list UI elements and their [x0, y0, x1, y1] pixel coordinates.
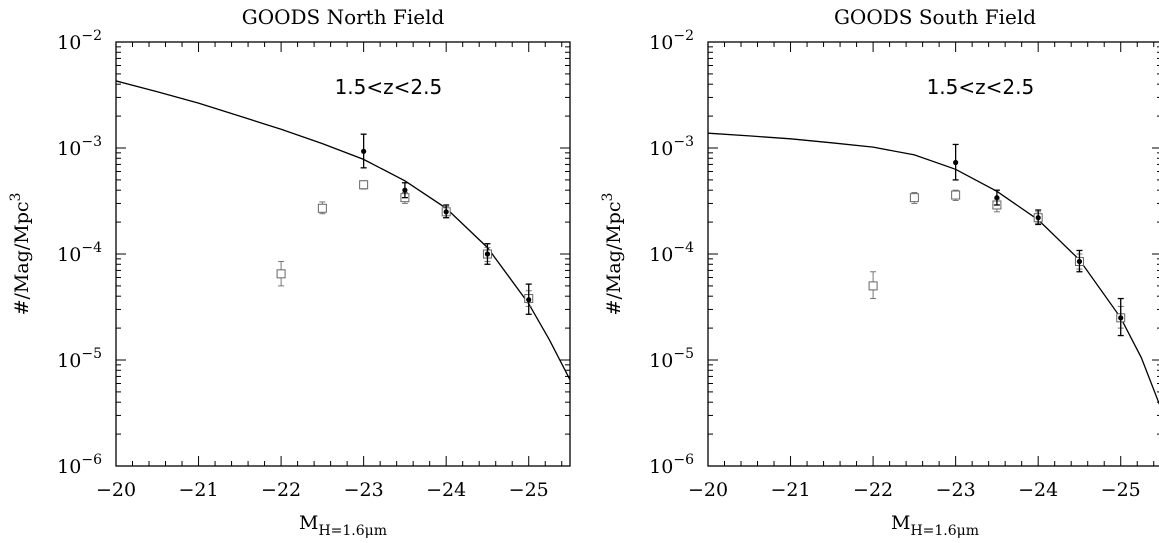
filled-circle-point	[994, 195, 1000, 201]
y-tick-base: 10	[649, 138, 673, 160]
y-tick-label: 10−5	[649, 346, 694, 372]
y-tick-base: 10	[57, 32, 81, 54]
x-tick-label: −23	[344, 479, 384, 501]
y-tick-exponent: −2	[673, 28, 694, 44]
y-axis-label: #/Mag/Mpc3	[600, 193, 625, 316]
y-tick-label: 10−3	[57, 134, 102, 160]
fit-curve	[708, 132, 1159, 406]
y-tick-exponent: −6	[81, 452, 102, 468]
data-layer	[708, 132, 1159, 406]
open-square-point	[909, 193, 919, 203]
filled-circle-point	[1035, 215, 1041, 221]
y-tick-base: 10	[649, 350, 673, 372]
chart-title: GOODS South Field	[834, 5, 1036, 29]
y-tick-label: 10−3	[649, 134, 694, 160]
x-tick-label: −21	[770, 479, 810, 501]
x-tick-label: −22	[261, 479, 301, 501]
x-tick-label: −21	[178, 479, 218, 501]
y-tick-label: 10−6	[57, 452, 102, 478]
y-axis-label-superscript: 3	[8, 193, 24, 202]
chart-panel-2: GOODS South Field−20 −21 −22 −23 −24 −2510−21…	[600, 5, 1159, 539]
x-tick-label: −24	[1018, 479, 1058, 501]
x-axis-label: MH=1.6μm	[891, 512, 979, 539]
chart-panel-1: GOODS North Field−20 −21 −22 −23 −24 −2510−21…	[8, 5, 571, 539]
y-tick-exponent: −5	[673, 346, 694, 362]
open-square-point	[317, 203, 327, 213]
x-axis-label-text: M	[299, 512, 318, 534]
x-tick-label: −25	[1101, 479, 1141, 501]
y-tick-exponent: −5	[81, 346, 102, 362]
y-tick-base: 10	[57, 456, 81, 478]
y-tick-label: 10−6	[649, 452, 694, 478]
y-tick-exponent: −4	[81, 240, 102, 256]
x-tick-label: −20	[688, 479, 728, 501]
y-tick-base: 10	[57, 350, 81, 372]
filled-circle-point	[953, 159, 959, 166]
y-tick-label: 10−4	[649, 240, 694, 266]
x-tick-label: −23	[936, 479, 976, 501]
y-axis-label-text: #/Mag/Mpc	[603, 201, 625, 315]
y-tick-label: 10−4	[57, 240, 102, 266]
y-tick-exponent: −3	[673, 134, 694, 150]
plot-frame	[707, 41, 1159, 467]
fit-curve	[116, 80, 570, 381]
filled-circle-point	[526, 297, 532, 303]
open-square-point	[868, 281, 878, 291]
filled-circle-point	[1076, 258, 1083, 265]
y-axis-label-text: #/Mag/Mpc	[11, 201, 33, 315]
y-tick-base: 10	[57, 138, 81, 160]
x-axis-label-subscript: H=1.6μm	[318, 523, 387, 539]
x-tick-label: −24	[426, 479, 466, 501]
x-tick-label: −22	[853, 479, 893, 501]
y-axis-label: #/Mag/Mpc3	[8, 193, 33, 316]
y-tick-exponent: −2	[81, 28, 102, 44]
y-tick-exponent: −4	[673, 240, 694, 256]
y-tick-exponent: −6	[673, 452, 694, 468]
x-tick-label: −25	[509, 479, 549, 501]
x-axis-label-subscript: H=1.6μm	[910, 523, 979, 539]
filled-circle-point	[443, 209, 449, 215]
x-tick-label: −20	[96, 479, 136, 501]
y-tick-base: 10	[649, 244, 673, 266]
open-square-point	[276, 269, 286, 279]
y-tick-base: 10	[649, 456, 673, 478]
y-tick-exponent: −3	[81, 134, 102, 150]
y-axis-label-superscript: 3	[600, 193, 616, 202]
x-axis-label: MH=1.6μm	[299, 512, 387, 539]
chart-title: GOODS North Field	[242, 5, 445, 29]
open-square-point	[951, 190, 961, 200]
open-square-point	[359, 180, 369, 190]
x-axis-label-text: M	[891, 512, 910, 534]
y-tick-base: 10	[649, 32, 673, 54]
redshift-annotation: 1.5<z<2.5	[927, 75, 1035, 99]
redshift-annotation: 1.5<z<2.5	[335, 75, 443, 99]
y-tick-label: 10−2	[57, 28, 102, 54]
plot-frame	[115, 41, 571, 467]
y-tick-base: 10	[57, 244, 81, 266]
data-layer	[116, 80, 570, 381]
filled-circle-point	[402, 187, 408, 193]
filled-circle-point	[484, 251, 491, 257]
y-tick-label: 10−5	[57, 346, 102, 372]
filled-circle-point	[1118, 315, 1124, 321]
y-tick-label: 10−2	[649, 28, 694, 54]
filled-circle-point	[361, 148, 367, 154]
